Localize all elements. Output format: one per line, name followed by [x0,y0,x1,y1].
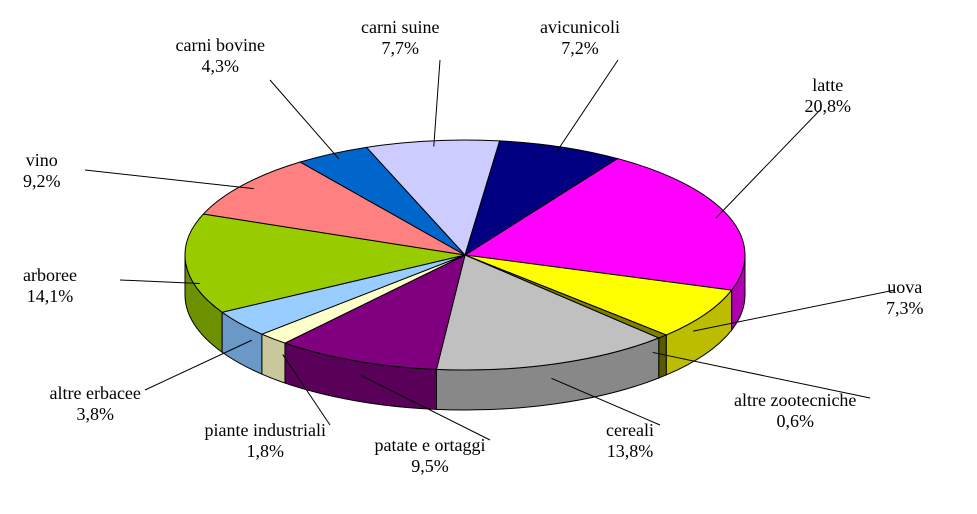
slice-label-text: latte [812,75,843,95]
slice-label-pct: 9,5% [411,456,449,476]
slice-label: carni suine7,7% [361,17,439,58]
slice-label-pct: 20,8% [805,96,852,116]
slice-label: cereali13,8% [606,420,654,461]
leader-line [556,60,618,152]
slice-label: latte20,8% [805,75,852,116]
slice-label: piante industriali1,8% [205,420,326,461]
slice-label-pct: 7,3% [886,298,924,318]
slice-label-pct: 0,6% [776,411,814,431]
slice-label-text: uova [887,277,922,297]
leader-line [716,110,820,218]
leader-line [145,340,252,390]
slice-label-text: altre erbacee [50,383,141,403]
slice-label: altre zootecniche0,6% [734,390,856,431]
slice-label-text: avicunicoli [540,17,620,37]
slice-label-pct: 14,1% [27,286,74,306]
slice-label-text: vino [26,150,58,170]
slice-label: patate e ortaggi9,5% [375,435,486,476]
slice-label-pct: 7,2% [561,38,599,58]
slice-label-text: arboree [23,265,77,285]
leader-line [270,80,339,159]
slice-label: avicunicoli7,2% [540,17,620,58]
slice-label-pct: 7,7% [381,38,419,58]
slice-label-text: patate e ortaggi [375,435,486,455]
slice-label: altre erbacee3,8% [50,383,141,424]
slice-label-text: carni suine [361,17,439,37]
slice-label: carni bovine4,3% [176,35,265,76]
slice-label-pct: 4,3% [201,56,239,76]
slice-label-pct: 3,8% [76,404,114,424]
slice-label-pct: 9,2% [23,171,61,191]
slice-label-text: carni bovine [176,35,265,55]
slice-label-text: altre zootecniche [734,390,856,410]
slice-label: uova7,3% [886,277,924,318]
leader-line [85,170,254,189]
pie-side [659,335,666,378]
leader-line [434,60,440,147]
pie-chart-3d: { "chart": { "type": "pie-3d", "cx": 465… [0,0,977,514]
slice-label: vino9,2% [23,150,61,191]
slice-label-pct: 13,8% [607,441,654,461]
slice-label: arboree14,1% [23,265,77,306]
slice-label-text: cereali [606,420,654,440]
slice-label-pct: 1,8% [246,441,284,461]
slice-label-text: piante industriali [205,420,326,440]
